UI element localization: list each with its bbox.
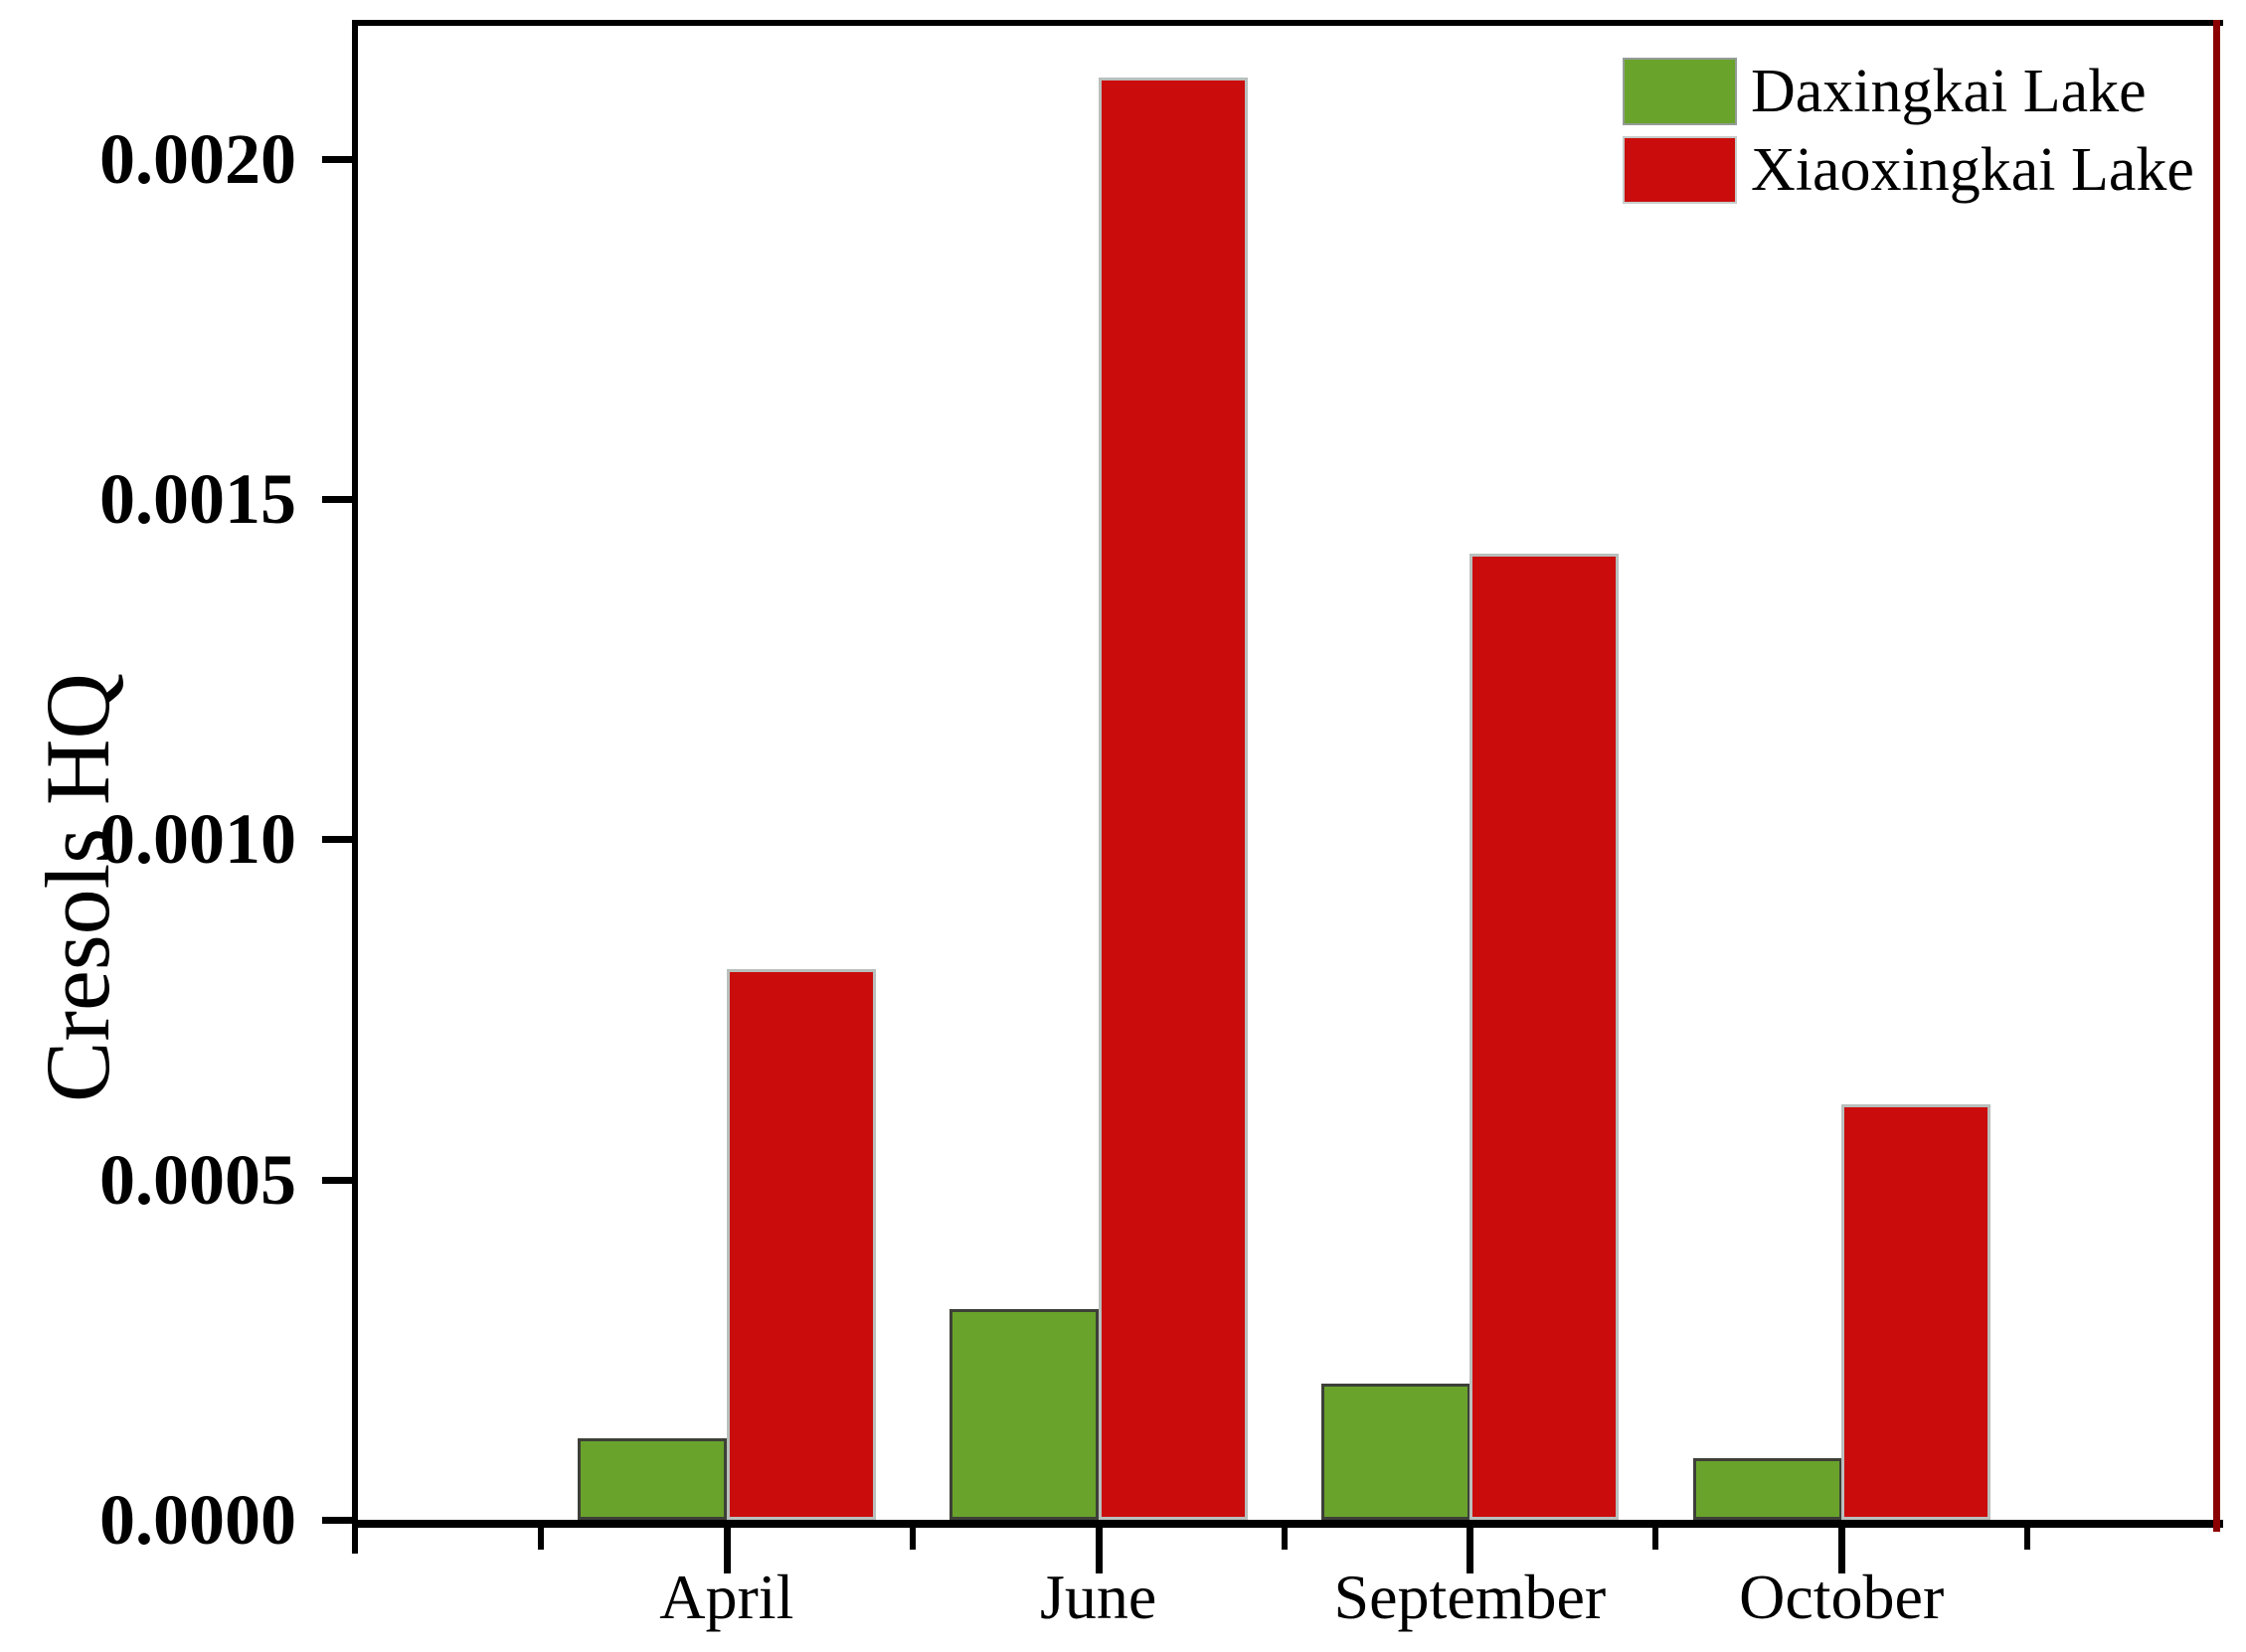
y-tick-mark <box>322 1517 352 1524</box>
y-tick-label: 0.0010 <box>99 799 296 880</box>
legend-entry-xiaoxingkai: Xiaoxingkai Lake <box>1623 136 2194 204</box>
x-tick-minor <box>2024 1528 2031 1550</box>
legend-swatch-daxingkai <box>1623 58 1737 125</box>
bar-september-xiaoxingkai <box>1469 554 1619 1520</box>
y-tick-label: 0.0015 <box>99 459 296 540</box>
legend-entry-daxingkai: Daxingkai Lake <box>1623 58 2194 125</box>
bar-september-daxingkai <box>1321 1384 1470 1520</box>
bar-june-daxingkai <box>950 1309 1099 1520</box>
bar-october-xiaoxingkai <box>1841 1104 1990 1520</box>
legend-label-daxingkai: Daxingkai Lake <box>1751 58 2147 125</box>
bar-april-daxingkai <box>578 1438 727 1520</box>
x-tick-major <box>723 1528 731 1573</box>
legend-swatch-xiaoxingkai <box>1623 136 1737 204</box>
x-category-label: October <box>1739 1562 1945 1632</box>
bar-april-xiaoxingkai <box>727 969 876 1520</box>
x-tick-minor <box>1652 1528 1659 1550</box>
plot-area <box>355 23 2213 1520</box>
y-tick-mark <box>322 496 352 504</box>
x-tick-minor <box>909 1528 916 1550</box>
x-category-label: June <box>1039 1562 1157 1632</box>
x-category-label: September <box>1333 1562 1607 1632</box>
x-tick-major <box>1467 1528 1474 1573</box>
y-axis-line <box>352 20 358 1554</box>
plot-top-border <box>352 20 2223 26</box>
y-tick-mark <box>322 155 352 163</box>
y-tick-label: 0.0000 <box>99 1480 296 1560</box>
y-tick-label: 0.0020 <box>99 118 296 199</box>
y-tick-mark <box>322 836 352 844</box>
x-category-label: April <box>659 1562 794 1632</box>
legend: Daxingkai Lake Xiaoxingkai Lake <box>1623 58 2194 215</box>
x-tick-major <box>1838 1528 1846 1573</box>
x-axis-line <box>352 1520 2223 1528</box>
y-tick-label: 0.0005 <box>99 1139 296 1220</box>
x-tick-major <box>1095 1528 1103 1573</box>
bar-june-xiaoxingkai <box>1099 78 1248 1520</box>
x-tick-minor <box>537 1528 544 1550</box>
bar-october-daxingkai <box>1693 1458 1842 1520</box>
y-tick-mark <box>322 1176 352 1184</box>
x-tick-minor <box>1281 1528 1288 1550</box>
legend-label-xiaoxingkai: Xiaoxingkai Lake <box>1751 136 2194 204</box>
y-axis-title: Cresols HQ <box>27 673 128 1102</box>
right-axis-line <box>2213 20 2220 1532</box>
